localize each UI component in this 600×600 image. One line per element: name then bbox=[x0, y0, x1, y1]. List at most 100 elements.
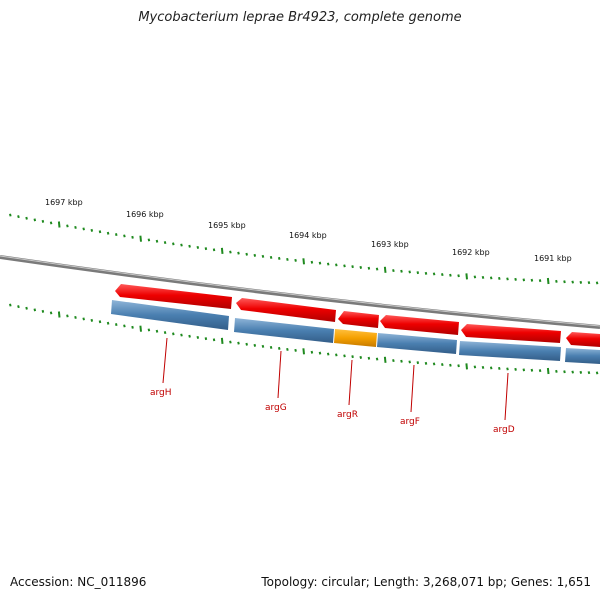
minor-tick bbox=[571, 370, 574, 374]
minor-tick bbox=[530, 278, 534, 282]
minor-tick bbox=[9, 213, 12, 217]
minor-tick bbox=[204, 337, 208, 341]
red-gene-arrow[interactable] bbox=[236, 298, 336, 322]
minor-tick bbox=[587, 281, 591, 285]
minor-tick bbox=[212, 338, 216, 342]
minor-tick bbox=[498, 276, 501, 280]
blue-gene-block[interactable] bbox=[459, 341, 561, 361]
minor-tick bbox=[33, 308, 37, 312]
minor-tick bbox=[571, 280, 574, 284]
minor-tick bbox=[180, 333, 183, 337]
minor-tick bbox=[147, 328, 151, 332]
minor-tick bbox=[481, 275, 485, 279]
minor-tick bbox=[449, 363, 452, 367]
kbp-label: 1691 kbp bbox=[534, 254, 572, 263]
minor-tick bbox=[530, 368, 534, 372]
minor-tick bbox=[432, 272, 436, 276]
minor-tick bbox=[335, 353, 338, 357]
kbp-label: 1692 kbp bbox=[452, 248, 490, 257]
minor-tick bbox=[555, 369, 558, 373]
minor-tick bbox=[416, 271, 420, 275]
minor-tick bbox=[351, 265, 354, 269]
red-gene-arrow[interactable] bbox=[380, 315, 459, 335]
red-gene-arrow[interactable] bbox=[115, 284, 232, 309]
genome-backbone-highlight bbox=[0, 255, 600, 327]
minor-tick bbox=[229, 250, 232, 254]
red-gene-arrow[interactable] bbox=[461, 324, 561, 343]
map-title: Mycobacterium leprae Br4923, complete ge… bbox=[138, 10, 462, 25]
minor-tick bbox=[359, 355, 363, 359]
minor-tick bbox=[343, 354, 346, 358]
blue-gene-block[interactable] bbox=[111, 300, 229, 330]
minor-tick bbox=[163, 241, 167, 245]
kbp-scale-labels: 1697 kbp 1696 kbp 1695 kbp 1694 kbp 1693… bbox=[45, 198, 572, 263]
minor-tick bbox=[432, 362, 436, 366]
minor-tick bbox=[318, 261, 322, 265]
minor-tick bbox=[155, 239, 159, 243]
minor-tick bbox=[498, 366, 501, 370]
major-tick bbox=[302, 258, 305, 265]
minor-tick bbox=[424, 271, 428, 275]
minor-tick bbox=[441, 273, 444, 277]
minor-tick bbox=[538, 369, 542, 373]
blue-gene-track bbox=[111, 300, 600, 364]
blue-gene-block[interactable] bbox=[234, 318, 334, 343]
gene-leader-lines bbox=[162, 337, 509, 421]
minor-tick bbox=[595, 281, 599, 285]
minor-tick bbox=[538, 279, 542, 283]
red-gene-arrow[interactable] bbox=[566, 332, 600, 347]
minor-tick bbox=[147, 238, 151, 242]
minor-tick bbox=[74, 315, 77, 319]
minor-tick bbox=[245, 252, 248, 256]
minor-tick bbox=[237, 251, 240, 255]
minor-tick bbox=[294, 348, 297, 352]
minor-tick bbox=[375, 357, 379, 361]
minor-tick bbox=[172, 242, 175, 246]
blue-gene-block[interactable] bbox=[377, 333, 457, 354]
major-tick bbox=[383, 266, 387, 273]
minor-tick bbox=[359, 265, 363, 269]
minor-tick bbox=[408, 270, 411, 274]
minor-tick bbox=[115, 233, 118, 236]
minor-tick bbox=[441, 363, 444, 367]
gene-label-argR: argR bbox=[337, 410, 358, 420]
minor-tick bbox=[416, 361, 420, 365]
minor-tick bbox=[41, 219, 45, 223]
major-tick bbox=[57, 221, 61, 228]
minor-tick bbox=[277, 256, 281, 260]
major-tick bbox=[546, 367, 550, 375]
kbp-label: 1694 kbp bbox=[289, 231, 327, 240]
minor-tick bbox=[367, 266, 371, 270]
minor-tick bbox=[90, 318, 94, 322]
major-tick bbox=[220, 247, 224, 254]
minor-tick bbox=[335, 263, 338, 267]
minor-tick bbox=[367, 356, 371, 360]
minor-tick bbox=[196, 245, 200, 249]
minor-tick bbox=[457, 364, 460, 368]
minor-tick bbox=[123, 234, 126, 238]
major-tick bbox=[302, 348, 305, 355]
minor-tick bbox=[131, 325, 134, 329]
minor-tick bbox=[106, 231, 110, 235]
orange-gene-block[interactable] bbox=[334, 329, 377, 347]
minor-tick bbox=[326, 262, 330, 266]
minor-tick bbox=[318, 351, 322, 355]
minor-tick bbox=[237, 341, 240, 345]
minor-tick bbox=[17, 305, 20, 309]
minor-tick bbox=[74, 225, 77, 229]
minor-tick bbox=[41, 309, 45, 313]
minor-tick bbox=[66, 224, 69, 228]
minor-tick bbox=[481, 365, 485, 369]
minor-tick bbox=[82, 317, 85, 321]
minor-tick bbox=[489, 276, 493, 280]
major-tick bbox=[57, 311, 61, 318]
minor-tick bbox=[424, 361, 428, 365]
minor-tick bbox=[449, 273, 452, 277]
minor-tick bbox=[294, 258, 297, 262]
minor-tick bbox=[595, 371, 599, 375]
minor-tick bbox=[579, 370, 583, 374]
minor-tick bbox=[212, 248, 216, 252]
red-gene-arrow[interactable] bbox=[338, 311, 379, 328]
genome-backbone bbox=[0, 255, 600, 329]
blue-gene-block[interactable] bbox=[565, 348, 600, 364]
